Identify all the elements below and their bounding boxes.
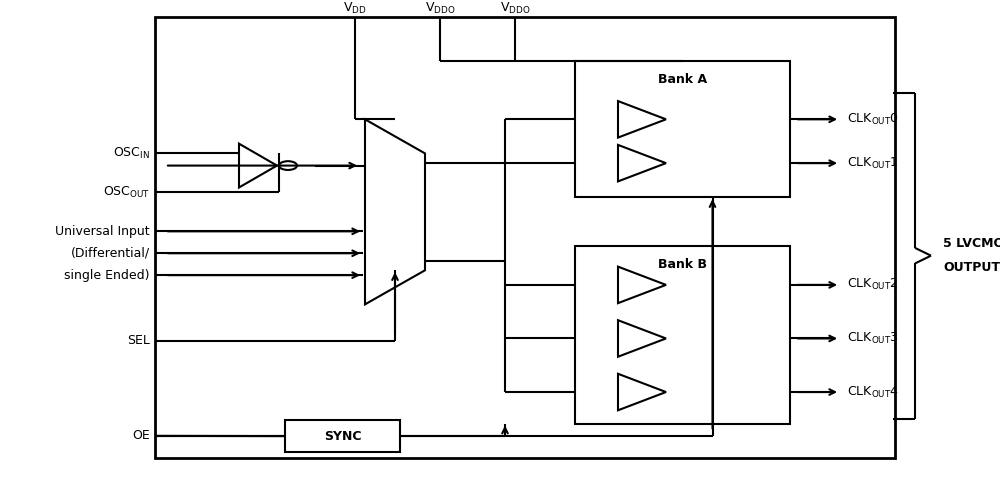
Text: (Differential/: (Differential/: [71, 247, 150, 260]
Text: V$_{\rm DD}$: V$_{\rm DD}$: [343, 0, 367, 16]
Text: OSC$_{\rm IN}$: OSC$_{\rm IN}$: [113, 146, 150, 161]
Bar: [285, 420, 400, 452]
Text: single Ended): single Ended): [64, 269, 150, 281]
Text: OUTPUTS: OUTPUTS: [943, 262, 1000, 274]
Text: CLK$_{\rm OUT}$0: CLK$_{\rm OUT}$0: [847, 112, 899, 127]
Text: CLK$_{\rm OUT}$3: CLK$_{\rm OUT}$3: [847, 331, 899, 346]
Text: V$_{\rm DDO}$: V$_{\rm DDO}$: [425, 0, 455, 16]
Text: Bank B: Bank B: [658, 258, 707, 271]
Text: CLK$_{\rm OUT}$1: CLK$_{\rm OUT}$1: [847, 155, 899, 171]
Bar: [155, 17, 895, 458]
Text: SYNC: SYNC: [324, 430, 361, 443]
Bar: [575, 246, 790, 424]
Text: Universal Input: Universal Input: [55, 225, 150, 238]
Text: Bank A: Bank A: [658, 73, 707, 86]
Text: OE: OE: [132, 430, 150, 442]
Text: CLK$_{\rm OUT}$4: CLK$_{\rm OUT}$4: [847, 384, 899, 400]
Text: CLK$_{\rm OUT}$2: CLK$_{\rm OUT}$2: [847, 277, 898, 293]
Text: SEL: SEL: [127, 335, 150, 347]
Text: OSC$_{\rm OUT}$: OSC$_{\rm OUT}$: [103, 185, 150, 200]
Text: 5 LVCMOS: 5 LVCMOS: [943, 237, 1000, 250]
Text: V$_{\rm DDO}$: V$_{\rm DDO}$: [500, 0, 530, 16]
Bar: [575, 61, 790, 197]
